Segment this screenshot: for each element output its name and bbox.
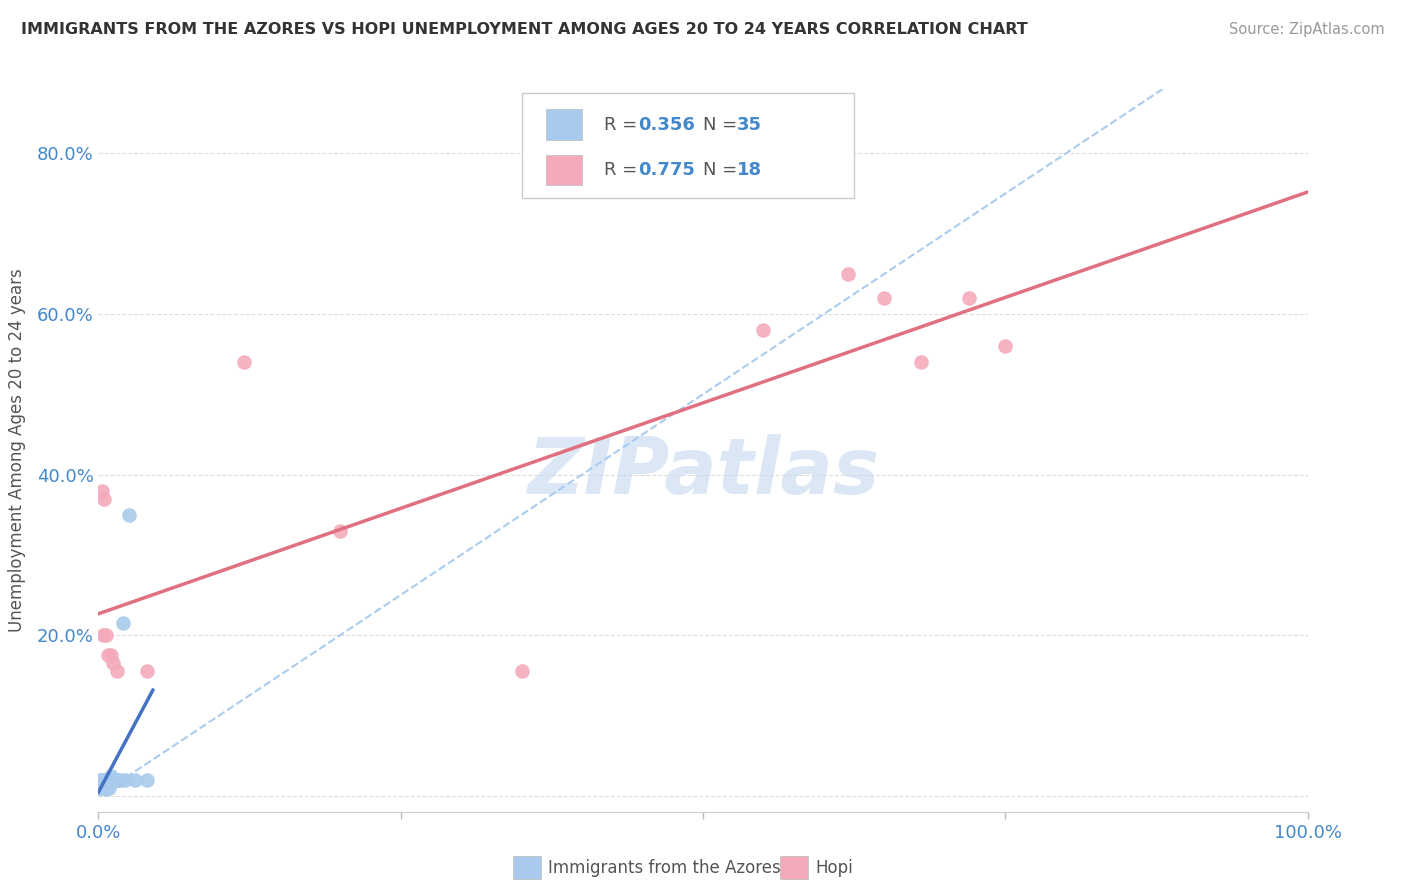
Text: R =: R = bbox=[603, 116, 643, 134]
Y-axis label: Unemployment Among Ages 20 to 24 years: Unemployment Among Ages 20 to 24 years bbox=[7, 268, 25, 632]
Point bbox=[90, 774, 112, 789]
Point bbox=[97, 648, 120, 662]
Point bbox=[101, 772, 124, 787]
Text: Source: ZipAtlas.com: Source: ZipAtlas.com bbox=[1229, 22, 1385, 37]
Text: 0.775: 0.775 bbox=[638, 161, 695, 179]
Point bbox=[94, 774, 117, 789]
Point bbox=[873, 291, 896, 305]
Point bbox=[103, 772, 125, 787]
Text: 0.356: 0.356 bbox=[638, 116, 695, 134]
Text: IMMIGRANTS FROM THE AZORES VS HOPI UNEMPLOYMENT AMONG AGES 20 TO 24 YEARS CORREL: IMMIGRANTS FROM THE AZORES VS HOPI UNEMP… bbox=[21, 22, 1028, 37]
Point bbox=[97, 776, 120, 791]
Point bbox=[91, 776, 114, 791]
Point bbox=[124, 772, 146, 787]
Point bbox=[93, 491, 115, 506]
Text: 18: 18 bbox=[737, 161, 762, 179]
Text: N =: N = bbox=[703, 161, 742, 179]
Point bbox=[91, 779, 114, 793]
Point bbox=[93, 780, 115, 795]
Point bbox=[100, 769, 122, 783]
Point bbox=[94, 782, 117, 797]
FancyBboxPatch shape bbox=[546, 155, 582, 186]
Text: Immigrants from the Azores: Immigrants from the Azores bbox=[548, 859, 782, 877]
Point bbox=[93, 772, 115, 787]
Point bbox=[93, 774, 115, 789]
Point bbox=[90, 776, 112, 790]
Point bbox=[994, 339, 1017, 353]
Point bbox=[91, 628, 114, 642]
Point bbox=[91, 772, 114, 787]
Point bbox=[100, 774, 122, 789]
Point bbox=[135, 664, 157, 678]
Text: ZIPatlas: ZIPatlas bbox=[527, 434, 879, 510]
Text: N =: N = bbox=[703, 116, 742, 134]
Point bbox=[94, 628, 117, 642]
Point bbox=[100, 772, 122, 787]
Text: Hopi: Hopi bbox=[815, 859, 853, 877]
Point bbox=[97, 772, 120, 787]
Point bbox=[957, 291, 980, 305]
Point bbox=[98, 780, 121, 795]
Point bbox=[107, 772, 129, 787]
FancyBboxPatch shape bbox=[546, 110, 582, 140]
Point bbox=[96, 772, 118, 787]
Point bbox=[329, 524, 352, 538]
Point bbox=[510, 664, 533, 678]
Point bbox=[96, 776, 118, 791]
Point bbox=[105, 772, 128, 787]
Point bbox=[89, 772, 111, 787]
Point bbox=[105, 664, 128, 678]
Point bbox=[100, 648, 122, 662]
Point bbox=[910, 355, 932, 369]
Point bbox=[752, 323, 775, 337]
Point bbox=[232, 355, 254, 369]
Point bbox=[91, 776, 114, 791]
Point bbox=[837, 267, 859, 281]
Point bbox=[98, 772, 121, 787]
Point bbox=[91, 774, 114, 789]
Point bbox=[108, 772, 131, 787]
FancyBboxPatch shape bbox=[522, 93, 855, 198]
Point bbox=[101, 657, 124, 671]
Point bbox=[94, 772, 117, 787]
Text: R =: R = bbox=[603, 161, 643, 179]
Text: 35: 35 bbox=[737, 116, 762, 134]
Point bbox=[111, 615, 134, 630]
Point bbox=[90, 780, 112, 795]
Point bbox=[135, 772, 157, 787]
Point bbox=[114, 772, 136, 787]
Point bbox=[118, 508, 141, 522]
Point bbox=[91, 483, 114, 498]
Point bbox=[91, 772, 114, 787]
